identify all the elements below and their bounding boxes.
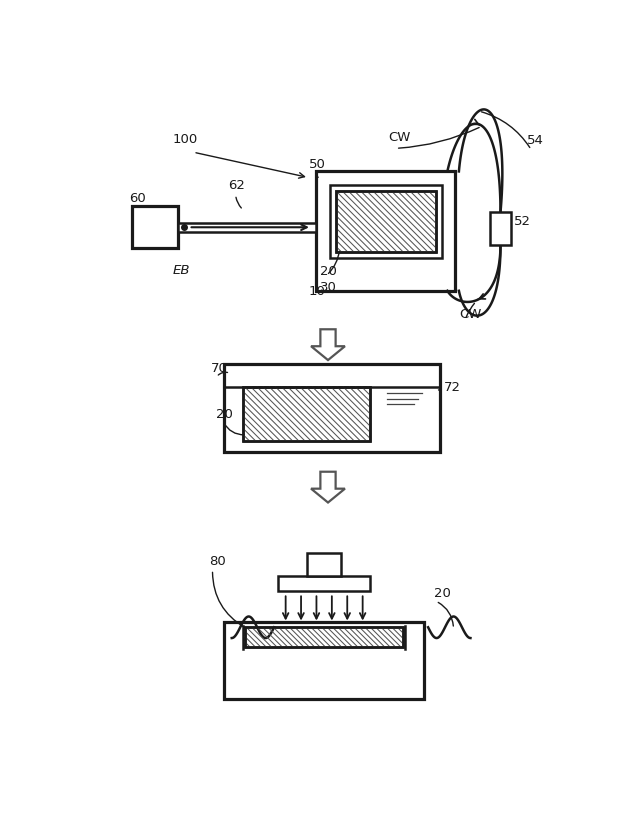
Bar [224,364,440,452]
Bar [336,191,436,252]
Text: 20: 20 [435,587,451,600]
Text: CW: CW [388,130,410,143]
Text: 20: 20 [216,408,233,421]
Text: 100: 100 [172,133,198,146]
Text: 50: 50 [308,157,326,170]
Polygon shape [311,472,345,503]
Text: 30: 30 [320,281,337,294]
Text: 54: 54 [527,134,543,147]
Bar [243,387,371,441]
Polygon shape [311,329,345,360]
Bar [245,627,403,647]
Text: 20: 20 [320,265,337,278]
Bar [224,622,424,699]
Bar [132,206,178,248]
Text: 10: 10 [308,285,326,297]
Text: 70: 70 [211,362,228,374]
Bar [307,553,342,576]
Bar [278,576,371,591]
Text: 52: 52 [515,215,531,229]
Text: EB: EB [172,264,190,277]
Text: 80: 80 [209,555,225,568]
Bar [245,627,403,647]
Bar [330,184,442,259]
Bar [178,223,316,232]
Bar [336,191,436,252]
Text: 62: 62 [228,179,244,192]
Text: 60: 60 [129,192,146,206]
Bar [316,171,455,291]
Text: CW: CW [459,308,481,321]
Text: 72: 72 [444,381,461,394]
Bar [490,212,511,245]
Bar [243,387,371,441]
Bar [243,626,405,649]
